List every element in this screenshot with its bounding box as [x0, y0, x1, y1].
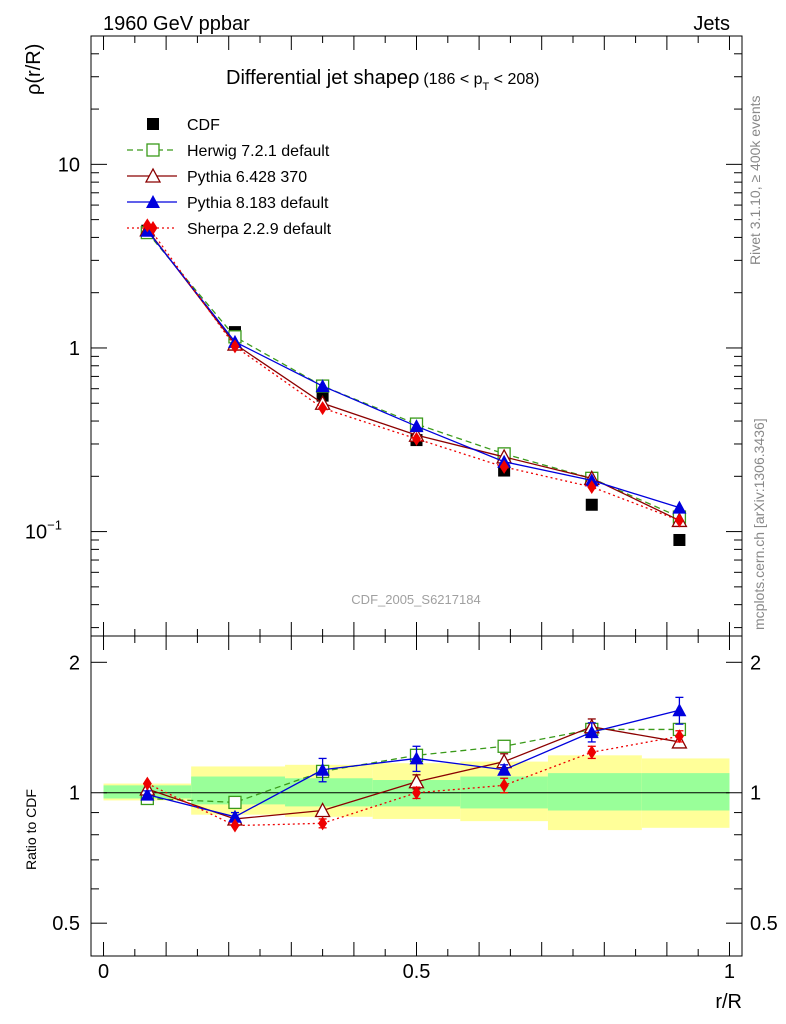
sherpa-2-2-9-default-point: [412, 431, 421, 446]
sherpa-2-2-9-default-point: [674, 513, 684, 528]
sherpa-2-2-9-default-line: [146, 225, 680, 522]
sherpa-2-2-9-default-ratio-point: [230, 818, 240, 833]
y-tick-label-ratio-left: 1: [69, 783, 80, 805]
sherpa-2-2-9-default-point: [499, 459, 509, 474]
y-tick-label-ratio-left: 0.5: [52, 913, 80, 935]
rivet-version-label: Rivet 3.1.10, ≥ 400k events: [747, 95, 763, 265]
pythia-8-183-default-ratio-point: [672, 703, 687, 717]
cdf-data-point: [673, 533, 686, 546]
x-axis-label: r/R: [715, 991, 742, 1013]
sherpa-2-2-9-default-point: [587, 479, 597, 494]
pythia-8-183-default-point: [409, 419, 424, 433]
y-tick-exponent: −1: [47, 518, 62, 533]
pythia-8-183-default-ratio-point: [584, 725, 599, 739]
sherpa-2-2-9-default-ratio-point: [587, 745, 597, 760]
main-y-axis-label: ρ(r/R): [23, 44, 45, 95]
sherpa-2-2-9-default-ratio-point: [674, 729, 684, 744]
legend-herwig-7-2-1-default-marker: [146, 143, 160, 157]
y-tick-label-ratio-right: 0.5: [750, 913, 778, 935]
x-tick-label: 0.5: [403, 961, 431, 983]
legend-sherpa-2-2-9-default-label: Sherpa 2.2.9 default: [187, 221, 332, 238]
y-tick-label-ratio-right: 2: [750, 652, 761, 674]
process-label: Jets: [693, 13, 730, 35]
analysis-id-label: CDF_2005_S6217184: [351, 592, 480, 607]
pythia-8-183-default-line: [146, 230, 680, 509]
herwig-7-2-1-default-line: [146, 232, 680, 518]
sherpa-2-2-9-default-ratio-point: [412, 785, 421, 800]
energy-label: 1960 GeV ppbar: [103, 13, 250, 35]
legend-pythia-8-183-default-label: Pythia 8.183 default: [187, 195, 329, 212]
pythia-8-183-default-ratio-point: [140, 787, 155, 801]
y-tick-label-ratio-left: 2: [69, 652, 80, 674]
sherpa-2-2-9-default-ratio-point: [318, 816, 328, 831]
legend-cdf-marker: [147, 118, 159, 130]
legend-pythia-6-428-370-marker: [144, 167, 162, 183]
axis-ticks: 0 0.5 1 10 1 10−1 2 2 1 1 0.5 0.5: [25, 35, 778, 983]
mcplots-source-label: mcplots.cern.ch [arXiv:1306.3436]: [751, 418, 767, 630]
legend-cdf-label: CDF: [187, 117, 220, 134]
y-tick-label-main: 10−1: [25, 518, 62, 544]
sherpa-2-2-9-default-ratio-point: [499, 778, 509, 793]
pythia-6-428-370-line: [146, 229, 680, 522]
plot-title: Differential jet shapeρ (186 < pT < 208): [226, 67, 540, 93]
sherpa-2-2-9-default-ratio-point: [142, 776, 152, 791]
sherpa-2-2-9-default-point: [230, 339, 240, 354]
legend: CDF Herwig 7.2.1 default Pythia 6.428 370 P…: [127, 117, 332, 238]
band-inner-6: [641, 773, 730, 811]
x-tick-label: 0: [98, 961, 109, 983]
pythia-8-183-default-point: [315, 379, 330, 393]
pythia-8-183-default-ratio-point: [409, 751, 424, 765]
pythia-8-183-default-ratio-point: [315, 762, 330, 776]
ratio-panel-series: [139, 696, 688, 833]
cdf-data-point: [585, 498, 598, 511]
sherpa-2-2-9-default-point: [318, 401, 328, 416]
pythia-8-183-default-ratio-point: [497, 762, 512, 776]
herwig-7-2-1-default-ratio-point: [497, 739, 511, 753]
main-panel-series: [139, 218, 688, 546]
legend-pythia-6-428-370-label: Pythia 6.428 370: [187, 169, 307, 186]
y-tick-label-ratio-right: 1: [750, 783, 761, 805]
legend-sherpa-2-2-9-default-marker: [148, 221, 158, 235]
pythia-8-183-default-point: [584, 473, 599, 487]
x-tick-label: 1: [724, 961, 735, 983]
y-tick-label-main: 1: [69, 338, 80, 360]
ratio-y-axis-label: Ratio to CDF: [23, 789, 39, 870]
pythia-8-183-default-ratio-point: [227, 809, 242, 823]
band-inner-5: [547, 773, 642, 811]
y-tick-label-main: 10: [58, 154, 80, 176]
pythia-8-183-default-point: [672, 500, 687, 514]
herwig-7-2-1-default-ratio-point: [228, 795, 242, 810]
legend-herwig-7-2-1-default-label: Herwig 7.2.1 default: [187, 143, 330, 160]
legend-pythia-8-183-default-marker: [146, 195, 160, 208]
